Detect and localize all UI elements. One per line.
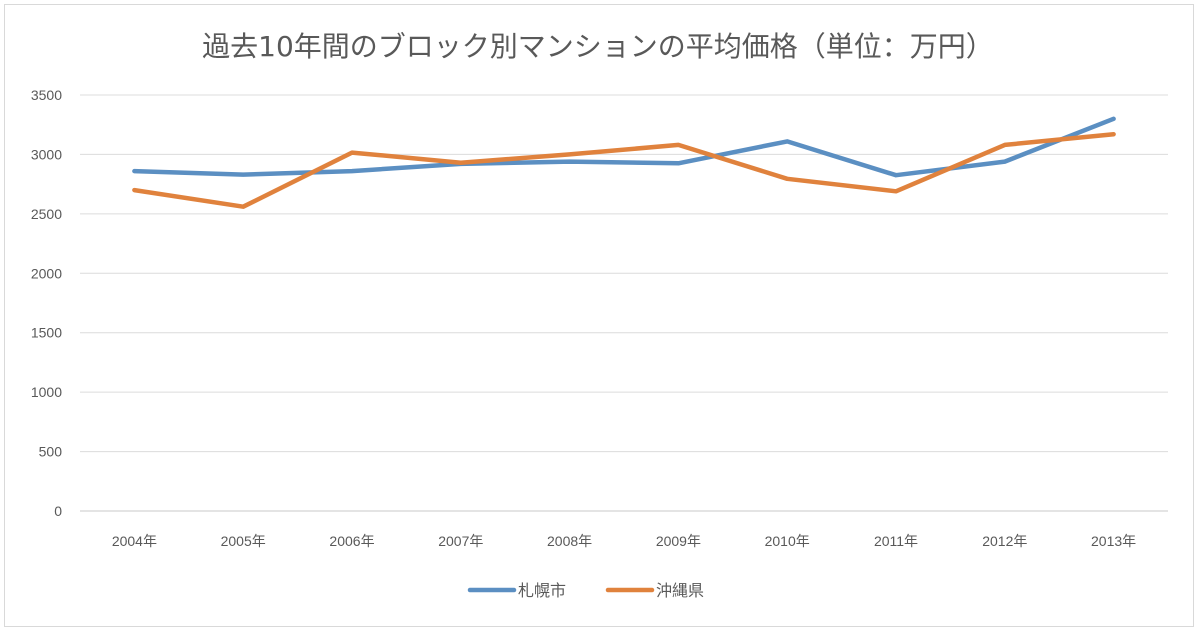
y-axis-ticks: 0 500 1000 1500 2000 2500 3000 3500 — [31, 87, 62, 519]
y-tick-label: 1000 — [31, 384, 62, 400]
y-tick-label: 500 — [39, 444, 63, 460]
series-lines — [132, 116, 1116, 209]
x-tick-label: 2013年 — [1091, 533, 1136, 549]
gridlines — [80, 94, 1168, 512]
x-tick-label: 2009年 — [656, 533, 701, 549]
y-tick-label: 2000 — [31, 265, 62, 281]
x-tick-label: 2005年 — [221, 533, 266, 549]
legend: 札幌市 沖縄県 — [467, 581, 704, 600]
chart-title: 過去10年間のブロック別マンションの平均価格（単位：万円） — [202, 30, 994, 63]
y-tick-label: 3500 — [31, 87, 62, 103]
x-tick-label: 2012年 — [982, 533, 1027, 549]
legend-label: 札幌市 — [518, 581, 566, 600]
y-tick-label: 2500 — [31, 206, 62, 222]
x-tick-label: 2008年 — [547, 533, 592, 549]
y-tick-label: 1500 — [31, 325, 62, 341]
x-tick-label: 2011年 — [874, 533, 918, 549]
series-line-1 — [132, 116, 1116, 178]
y-tick-label: 0 — [54, 503, 62, 519]
series-line-2 — [132, 131, 1116, 209]
x-tick-label: 2010年 — [765, 533, 810, 549]
x-tick-label: 2007年 — [438, 533, 483, 549]
chart-frame — [4, 4, 1194, 627]
x-tick-label: 2004年 — [112, 533, 157, 549]
x-axis-ticks: 2004年 2005年 2006年 2007年 2008年 2009年 2010年 2011年… — [112, 533, 1136, 549]
legend-label: 沖縄県 — [656, 581, 704, 600]
y-tick-label: 3000 — [31, 146, 62, 162]
x-tick-label: 2006年 — [329, 533, 374, 549]
